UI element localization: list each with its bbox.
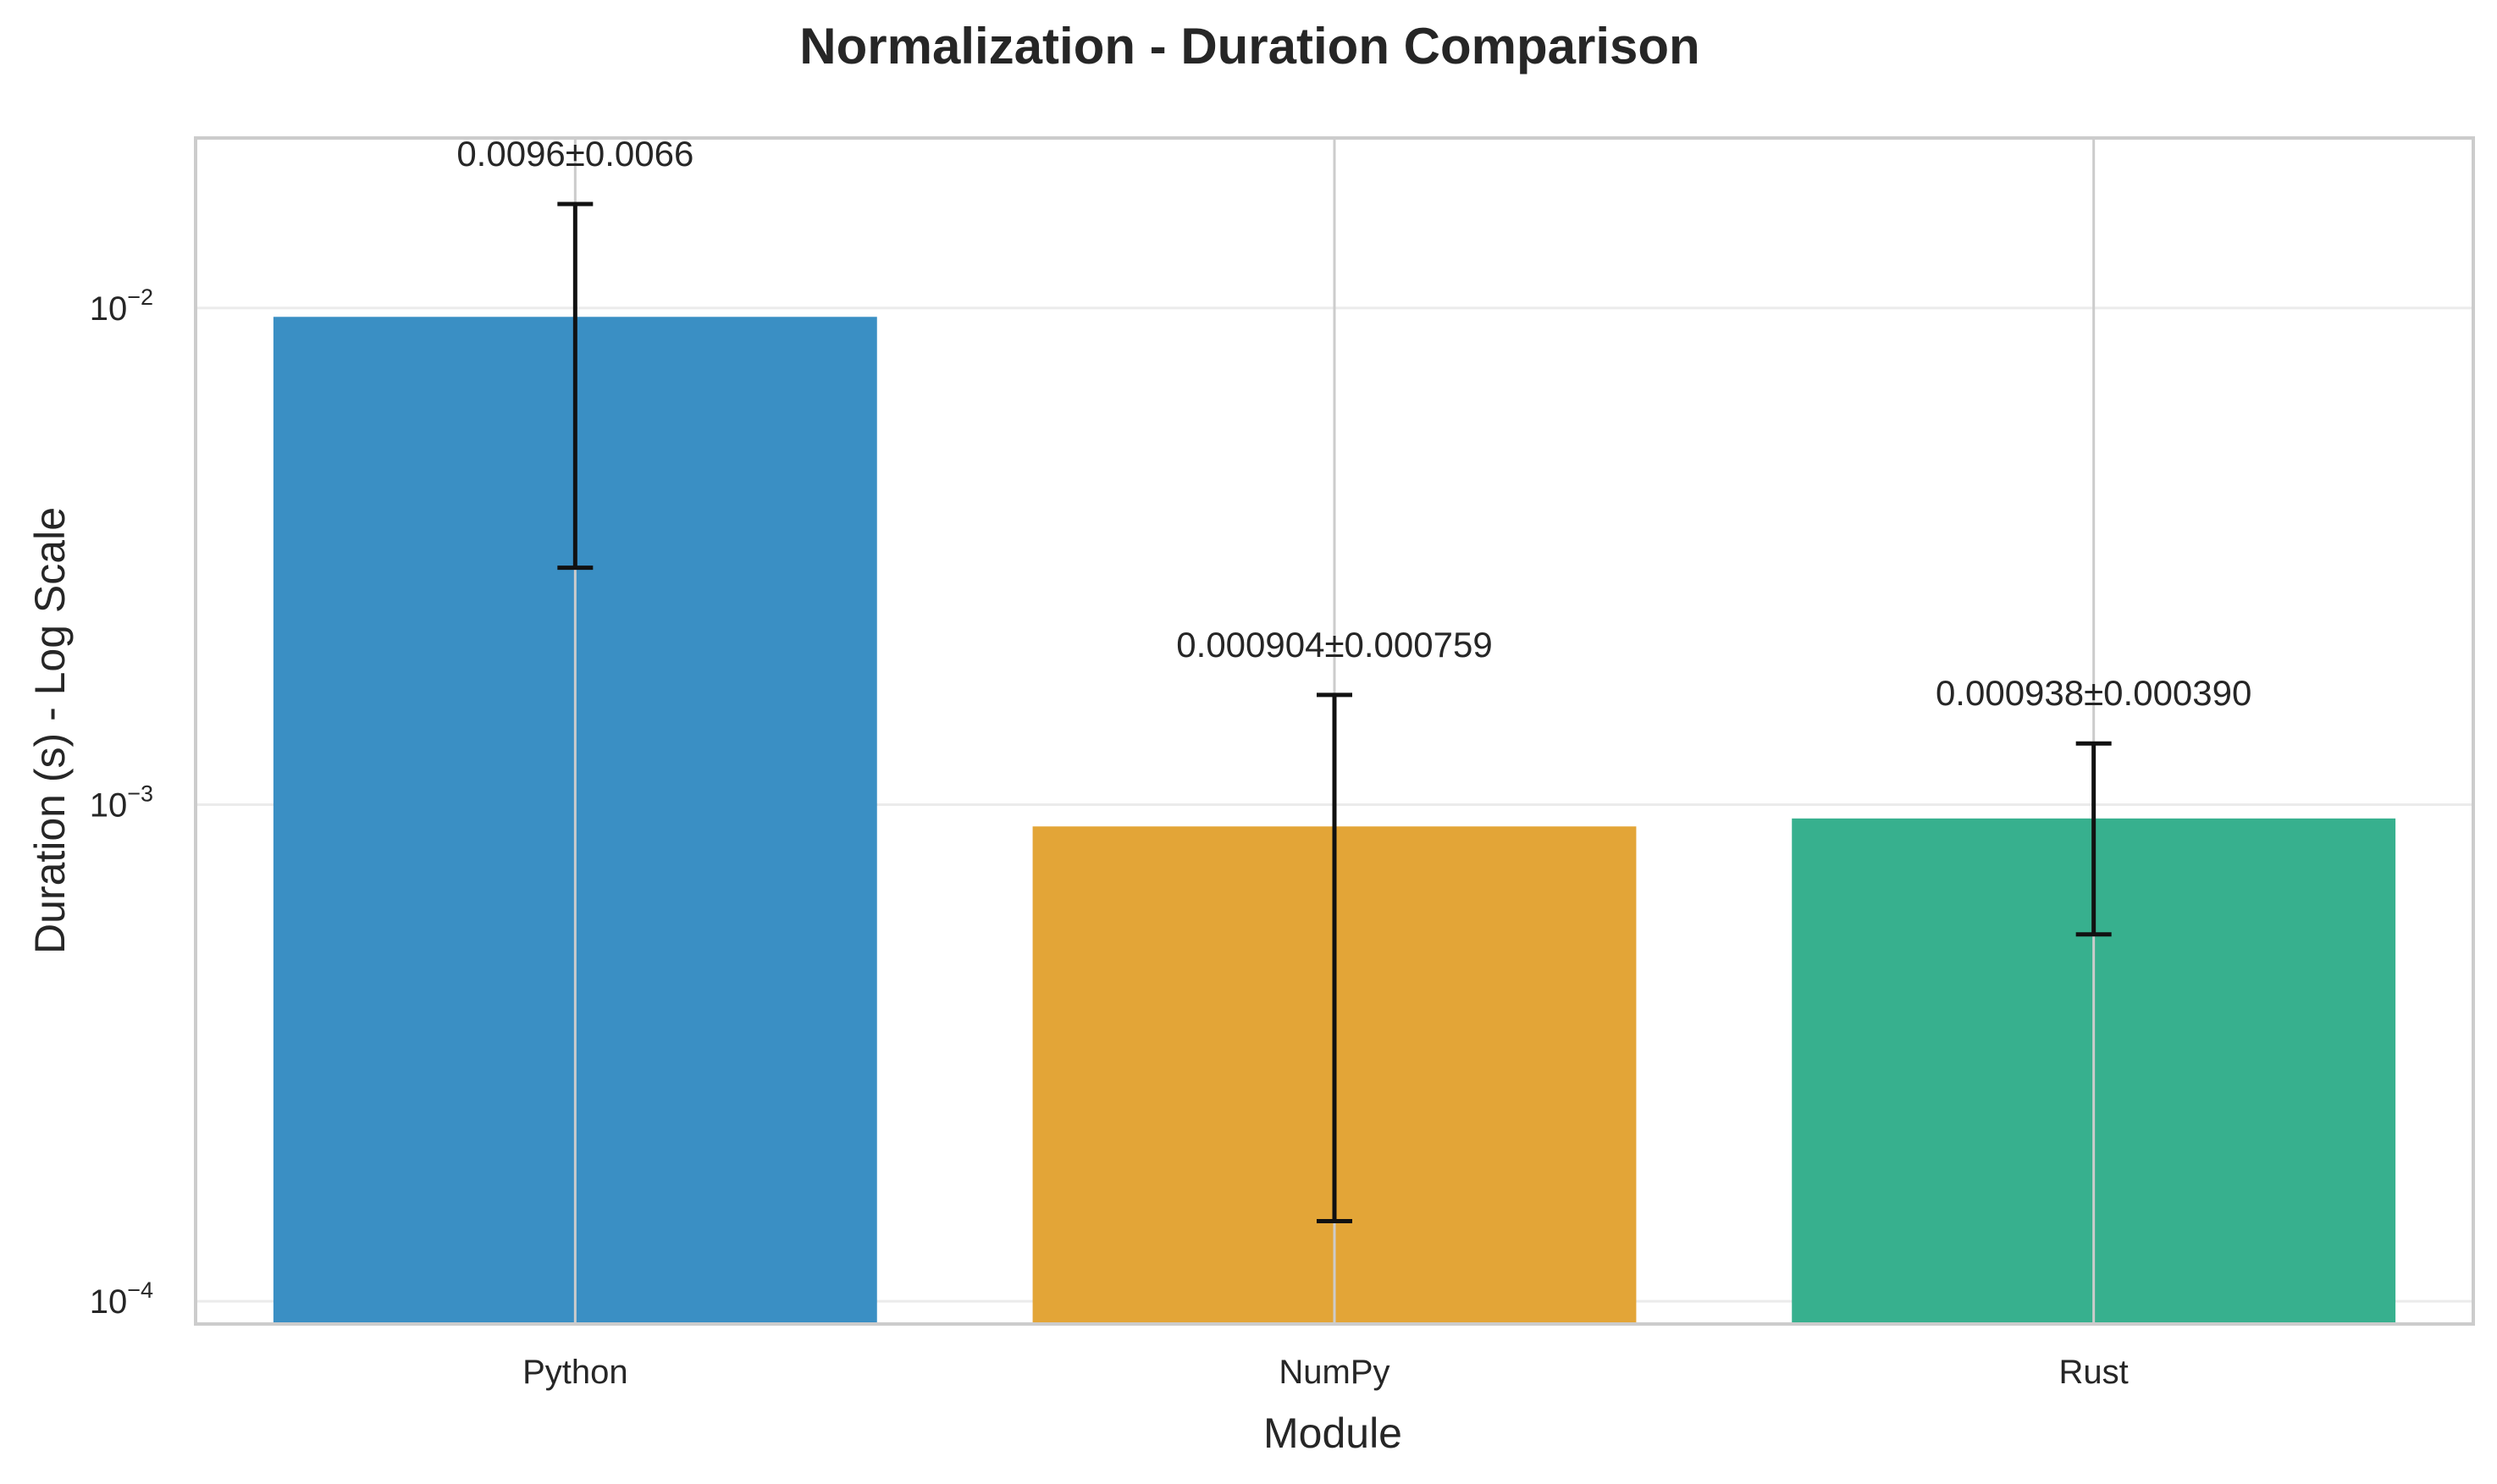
x-tick-label: NumPy [1279,1354,1389,1391]
value-label: 0.0096±0.0066 [456,134,693,174]
value-label: 0.000938±0.000390 [1936,673,2251,713]
y-tick-label: 10−3 [90,781,153,825]
chart-title: Normalization - Duration Comparison [799,18,1699,74]
plot-frame [194,136,2475,1326]
x-axis-label: Module [1263,1410,1402,1457]
x-tick-label: Rust [2059,1354,2129,1391]
value-labels: 0.0096±0.0066 0.000904±0.000759 0.000938±0… [456,134,2251,713]
value-label: 0.000904±0.000759 [1176,625,1492,665]
y-tick-label: 10−2 [90,284,153,328]
ticks: 10−4 10−3 10−2 Python NumPy Rust [90,284,2129,1391]
error-bars [557,201,2112,1223]
y-tick-label: 10−4 [90,1277,153,1321]
x-tick-label: Python [522,1354,628,1391]
y-axis-label: Duration (s) - Log Scale [26,507,74,954]
